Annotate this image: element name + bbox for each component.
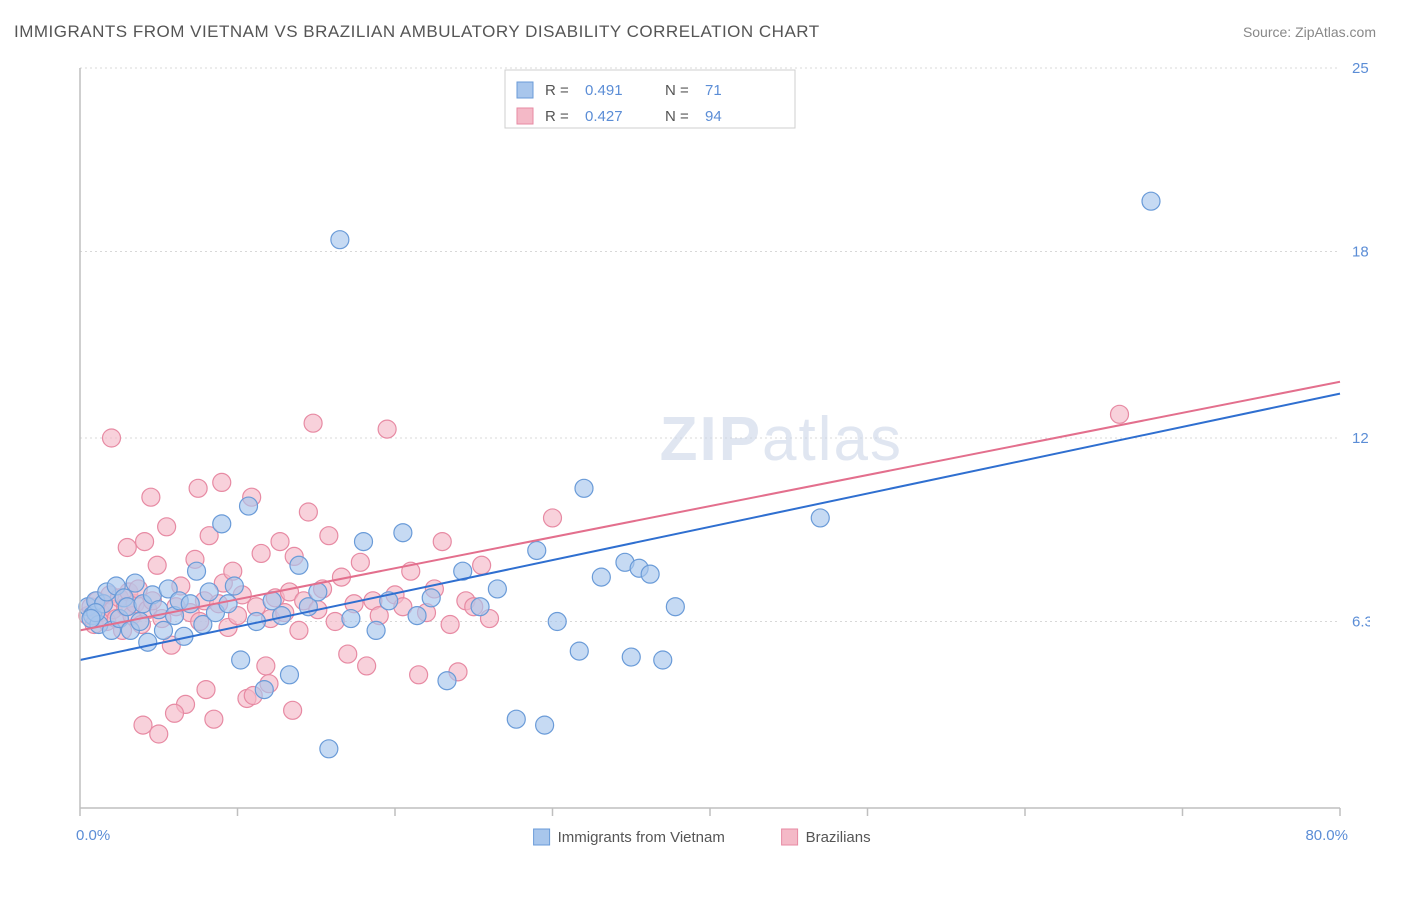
data-point	[148, 556, 166, 574]
data-point	[666, 598, 684, 616]
data-point	[188, 562, 206, 580]
data-point	[592, 568, 610, 586]
data-point	[118, 598, 136, 616]
y-tick-label: 18.8%	[1352, 244, 1370, 261]
data-point	[255, 681, 273, 699]
source-attribution: Source: ZipAtlas.com	[1243, 24, 1376, 40]
data-point	[225, 577, 243, 595]
data-point	[548, 613, 566, 631]
data-point	[131, 613, 149, 631]
legend-swatch	[534, 829, 550, 845]
scatter-chart: 6.3%12.5%18.8%25.0%ZIPatlas0.0%80.0%Ambu…	[60, 60, 1370, 840]
data-point	[351, 553, 369, 571]
legend-swatch	[782, 829, 798, 845]
data-point	[154, 621, 172, 639]
data-point	[544, 509, 562, 527]
data-point	[355, 533, 373, 551]
data-point	[136, 533, 154, 551]
data-point	[197, 681, 215, 699]
stats-r-value: 0.427	[585, 108, 623, 125]
data-point	[1111, 405, 1129, 423]
data-point	[441, 615, 459, 633]
data-point	[200, 583, 218, 601]
data-point	[320, 527, 338, 545]
data-point	[641, 565, 659, 583]
x-max-label: 80.0%	[1305, 827, 1348, 844]
data-point	[271, 533, 289, 551]
data-point	[339, 645, 357, 663]
data-point	[433, 533, 451, 551]
stats-r-value: 0.491	[585, 82, 623, 99]
legend-label: Immigrants from Vietnam	[558, 829, 725, 846]
data-point	[570, 642, 588, 660]
data-point	[280, 666, 298, 684]
data-point	[367, 621, 385, 639]
data-point	[134, 716, 152, 734]
data-point	[158, 518, 176, 536]
data-point	[213, 515, 231, 533]
stats-swatch	[517, 82, 533, 98]
data-point	[118, 539, 136, 557]
stats-n-value: 94	[705, 108, 722, 125]
data-point	[488, 580, 506, 598]
watermark: ZIPatlas	[660, 405, 903, 474]
data-point	[82, 610, 100, 628]
data-point	[378, 420, 396, 438]
legend-label: Brazilians	[806, 829, 871, 846]
data-point	[575, 479, 593, 497]
data-point	[394, 524, 412, 542]
stats-swatch	[517, 108, 533, 124]
data-point	[142, 488, 160, 506]
y-tick-label: 25.0%	[1352, 60, 1370, 77]
stats-r-label: R =	[545, 82, 569, 99]
data-point	[213, 473, 231, 491]
x-min-label: 0.0%	[76, 827, 110, 844]
data-point	[331, 231, 349, 249]
data-point	[654, 651, 672, 669]
data-point	[410, 666, 428, 684]
data-point	[536, 716, 554, 734]
data-point	[290, 556, 308, 574]
data-point	[189, 479, 207, 497]
data-point	[473, 556, 491, 574]
chart-svg: 6.3%12.5%18.8%25.0%ZIPatlas0.0%80.0%Ambu…	[60, 60, 1370, 900]
data-point	[284, 701, 302, 719]
data-point	[205, 710, 223, 728]
stats-n-value: 71	[705, 82, 722, 99]
data-point	[166, 704, 184, 722]
data-point	[126, 574, 144, 592]
data-point	[342, 610, 360, 628]
data-point	[299, 503, 317, 521]
data-point	[240, 497, 258, 515]
y-tick-label: 6.3%	[1352, 614, 1370, 631]
data-point	[232, 651, 250, 669]
data-point	[507, 710, 525, 728]
data-point	[290, 621, 308, 639]
data-point	[320, 740, 338, 758]
data-point	[150, 725, 168, 743]
data-point	[304, 414, 322, 432]
data-point	[811, 509, 829, 527]
chart-title: IMMIGRANTS FROM VIETNAM VS BRAZILIAN AMB…	[14, 22, 820, 42]
stats-r-label: R =	[545, 108, 569, 125]
data-point	[622, 648, 640, 666]
stats-n-label: N =	[665, 82, 689, 99]
data-point	[408, 607, 426, 625]
y-tick-label: 12.5%	[1352, 430, 1370, 447]
stats-n-label: N =	[665, 108, 689, 125]
data-point	[422, 589, 440, 607]
data-point	[326, 613, 344, 631]
data-point	[358, 657, 376, 675]
data-point	[471, 598, 489, 616]
data-point	[103, 429, 121, 447]
data-point	[528, 541, 546, 559]
data-point	[1142, 192, 1160, 210]
data-point	[252, 544, 270, 562]
data-point	[219, 595, 237, 613]
data-point	[438, 672, 456, 690]
data-point	[139, 633, 157, 651]
data-point	[257, 657, 275, 675]
